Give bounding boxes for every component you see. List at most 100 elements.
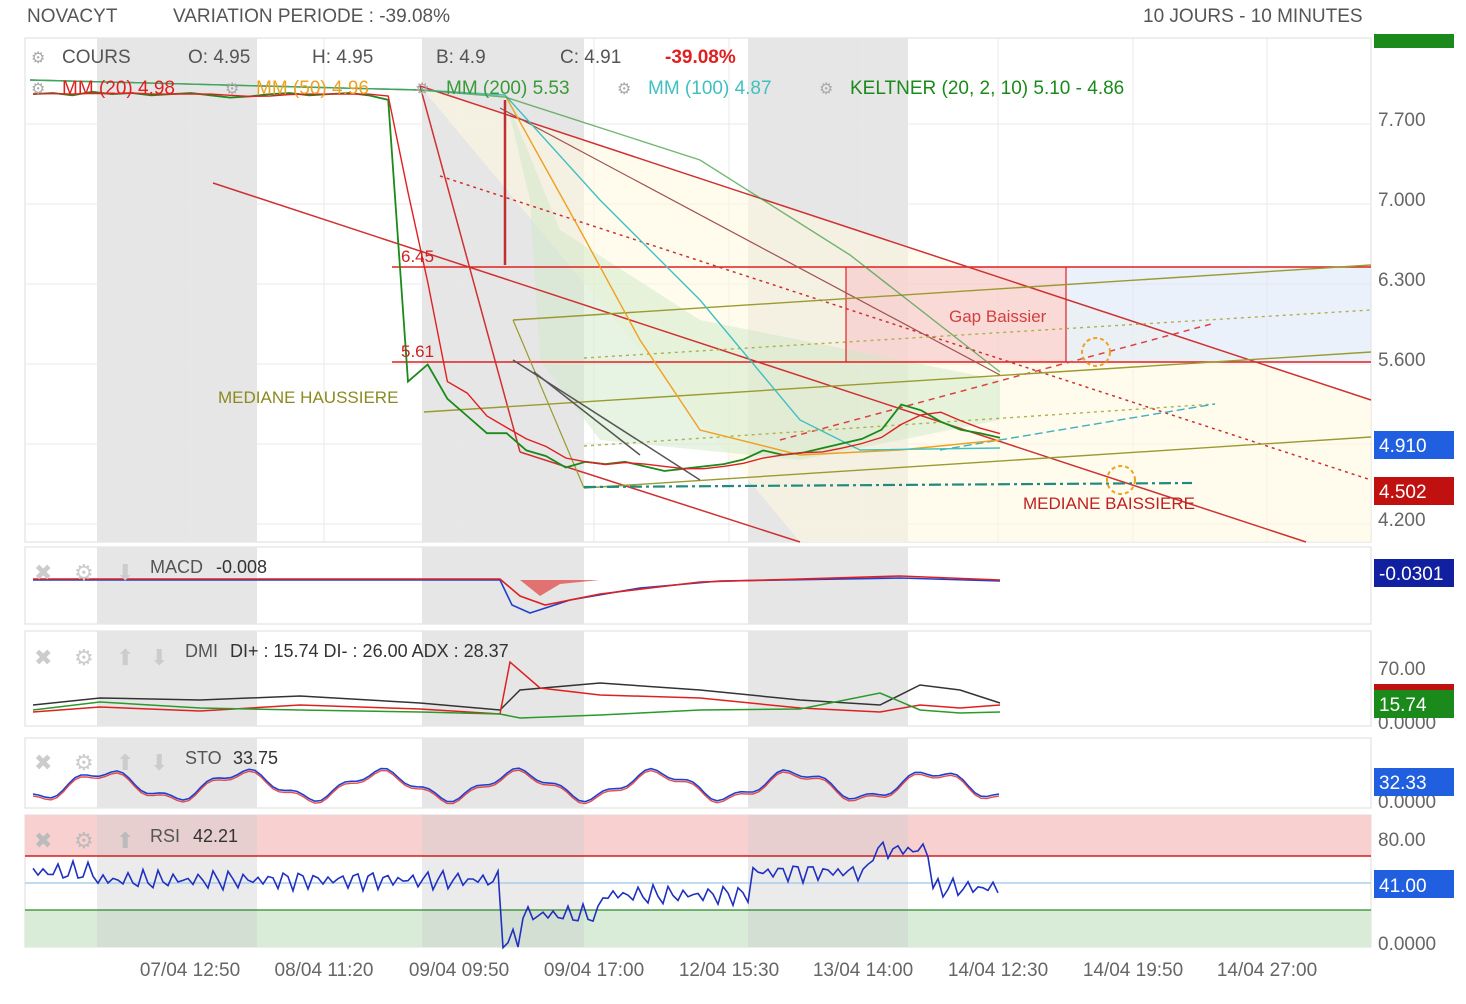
bear-dotted bbox=[439, 175, 1372, 481]
dmi-badge bbox=[1374, 690, 1454, 718]
keltner-fill bbox=[505, 95, 1000, 460]
gear-icon[interactable]: ⚙ bbox=[415, 81, 429, 98]
close-icon[interactable]: ✖ bbox=[34, 645, 52, 670]
y-tick: 5.600 bbox=[1378, 350, 1426, 371]
gear-icon[interactable]: ⚙ bbox=[31, 50, 45, 67]
top-bar: NOVACYT VARIATION PERIODE : -39.08% 10 J… bbox=[0, 0, 1466, 34]
bull-handle bbox=[512, 319, 585, 489]
sto-label: STO bbox=[185, 748, 222, 768]
ma200-line bbox=[29, 79, 1001, 373]
x-tick-label: 07/04 12:50 bbox=[140, 960, 240, 981]
bull-channel-bottom bbox=[583, 436, 1372, 489]
macd-signal bbox=[33, 575, 1001, 606]
gear-icon[interactable]: ⚙ bbox=[819, 81, 833, 98]
arrow-down-icon[interactable]: ⬇ bbox=[116, 560, 134, 585]
arrow-up-icon[interactable]: ⬆ bbox=[116, 750, 134, 775]
legend-ma50: MM (50) 4.96 bbox=[256, 78, 369, 99]
gear-icon[interactable]: ⚙ bbox=[617, 81, 631, 98]
ma20-line bbox=[32, 92, 1001, 470]
legend-high: H: 4.95 bbox=[312, 47, 373, 68]
close-icon[interactable]: ✖ bbox=[34, 828, 52, 853]
gap-zone-extension bbox=[1066, 267, 1371, 362]
arrow-up-icon[interactable]: ⬆ bbox=[116, 828, 134, 853]
legend-ma20: MM (20) 4.98 bbox=[62, 78, 175, 99]
rsi-panel: ✖ ⚙ ⬆ RSI 42.21 80.00 0.0000 41.00 bbox=[24, 814, 1454, 955]
legend-change: -39.08% bbox=[665, 47, 736, 68]
gear-icon[interactable]: ⚙ bbox=[74, 828, 94, 853]
arrow-down-icon[interactable]: ⬇ bbox=[150, 750, 168, 775]
close-icon[interactable]: ✖ bbox=[34, 560, 52, 585]
legend-cours: COURS bbox=[62, 47, 131, 68]
sell-price-text: 4.502 bbox=[1379, 482, 1427, 503]
close-icon[interactable]: ✖ bbox=[34, 750, 52, 775]
x-axis: 07/04 12:50 08/04 11:20 09/04 09:50 09/04 1… bbox=[140, 960, 1317, 981]
y-tick: 4.200 bbox=[1378, 510, 1426, 531]
arrow-down-icon[interactable]: ⬇ bbox=[150, 645, 168, 670]
x-tick-label: 09/04 09:50 bbox=[409, 960, 509, 981]
median-up-label: MEDIANE HAUSSIERE bbox=[218, 388, 398, 407]
gap-label: Gap Baissier bbox=[949, 307, 1047, 326]
bull-dotted-top bbox=[583, 309, 1372, 359]
last-price-badge bbox=[1374, 431, 1454, 459]
macd-value: -0.008 bbox=[216, 557, 267, 577]
bear-median bbox=[212, 182, 1307, 543]
y-tick: 7.000 bbox=[1378, 190, 1426, 211]
gear-icon[interactable]: ⚙ bbox=[74, 560, 94, 585]
x-tick-label: 14/04 27:00 bbox=[1217, 960, 1317, 981]
level-label-645: 6.45 bbox=[401, 247, 434, 266]
x-tick-label: 14/04 12:30 bbox=[948, 960, 1048, 981]
dmi-badge-minus bbox=[1374, 684, 1454, 692]
gear-icon[interactable]: ⚙ bbox=[225, 81, 239, 98]
gear-icon[interactable]: ⚙ bbox=[74, 750, 94, 775]
level-label-561: 5.61 bbox=[401, 342, 434, 361]
legend-ma100: MM (100) 4.87 bbox=[648, 78, 772, 99]
target-marker bbox=[1081, 337, 1111, 367]
trend-dashed bbox=[779, 322, 1216, 441]
bear-inner bbox=[499, 107, 1001, 376]
dmi-badge-text: 15.74 bbox=[1379, 695, 1427, 716]
bear-channel-handle bbox=[419, 85, 521, 453]
x-tick-label: 14/04 19:50 bbox=[1083, 960, 1183, 981]
symbol-name: NOVACYT bbox=[27, 6, 118, 27]
last-price-text: 4.910 bbox=[1379, 436, 1427, 457]
price-legend: ⚙ COURS O: 4.95 H: 4.95 B: 4.9 C: 4.91 -… bbox=[31, 47, 1124, 99]
gear-icon[interactable]: ⚙ bbox=[31, 81, 45, 98]
dmi-value: DI+ : 15.74 DI- : 26.00 ADX : 28.37 bbox=[230, 641, 509, 661]
legend-keltner: KELTNER (20, 2, 10) 5.10 - 4.86 bbox=[850, 78, 1124, 99]
dmi-label: DMI bbox=[185, 641, 218, 661]
sell-price-badge bbox=[1374, 477, 1454, 505]
rsi-value: 42.21 bbox=[193, 826, 238, 846]
y-tick: 6.300 bbox=[1378, 270, 1426, 291]
rsi-y-tick: 0.0000 bbox=[1378, 934, 1436, 955]
support-line bbox=[583, 481, 1193, 489]
macd-panel: ✖ ⚙ ⬇ MACD -0.008 -0.0301 bbox=[24, 546, 1454, 625]
di-plus-line bbox=[32, 692, 1001, 719]
gear-icon[interactable]: ⚙ bbox=[74, 645, 94, 670]
legend-low: B: 4.9 bbox=[436, 47, 486, 68]
top-price-badge bbox=[1374, 34, 1454, 48]
dmi-y-tick: 0.0000 bbox=[1378, 713, 1436, 734]
price-panel: 6.45 5.61 Gap Baissier MEDIANE HAUSSIERE… bbox=[24, 34, 1454, 543]
dmi-y-tick: 70.00 bbox=[1378, 659, 1426, 680]
bull-median bbox=[423, 351, 1372, 413]
black-trend-2 bbox=[533, 371, 641, 456]
sto-k-line bbox=[32, 767, 1000, 803]
x-tick-label: 09/04 17:00 bbox=[544, 960, 644, 981]
rsi-line bbox=[32, 840, 999, 950]
rsi-badge-text: 41.00 bbox=[1379, 876, 1427, 897]
target-marker bbox=[1106, 465, 1136, 495]
macd-badge bbox=[1374, 559, 1454, 587]
arrow-up-icon[interactable]: ⬆ bbox=[116, 645, 134, 670]
sto-panel: ✖ ⚙ ⬆ ⬇ STO 33.75 0.0000 32.33 bbox=[24, 737, 1454, 813]
sto-badge bbox=[1374, 768, 1454, 796]
rsi-badge bbox=[1374, 870, 1454, 898]
mm100-projection bbox=[939, 403, 1216, 451]
y-tick: 7.700 bbox=[1378, 110, 1426, 131]
legend-close: C: 4.91 bbox=[560, 47, 621, 68]
legend-open: O: 4.95 bbox=[188, 47, 250, 68]
median-down-label: MEDIANE BAISSIERE bbox=[1023, 494, 1195, 513]
sto-d-line bbox=[32, 769, 1000, 805]
sto-badge-text: 32.33 bbox=[1379, 773, 1427, 794]
legend-ma200: MM (200) 5.53 bbox=[446, 78, 570, 99]
